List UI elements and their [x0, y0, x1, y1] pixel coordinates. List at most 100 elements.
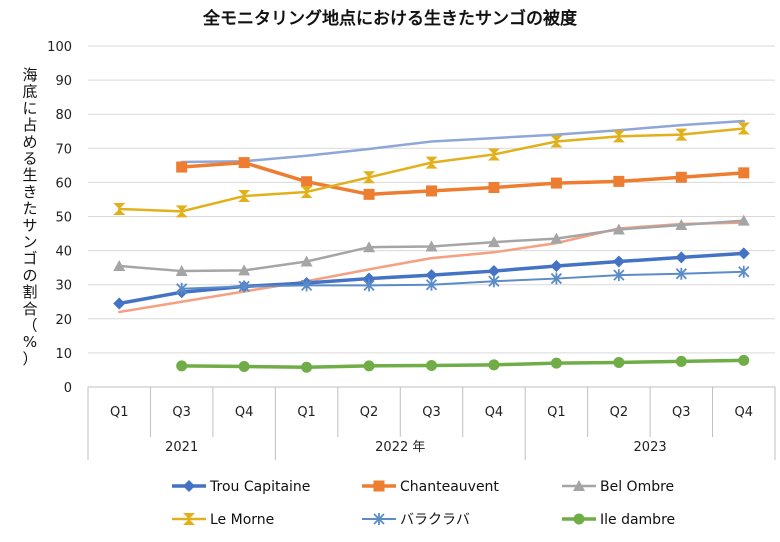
- series-7: [117, 221, 746, 314]
- data-point: [612, 223, 625, 235]
- data-point: [550, 177, 562, 189]
- year-label: 2021: [165, 440, 198, 455]
- data-point: [737, 214, 750, 226]
- x-tick-label: Q1: [547, 405, 566, 420]
- legend-marker: [573, 513, 585, 525]
- data-point: [488, 182, 500, 194]
- data-point: [238, 280, 250, 293]
- data-point: [738, 354, 750, 366]
- data-point: [550, 272, 563, 285]
- data-point: [238, 361, 250, 373]
- x-tick-label: Q4: [735, 405, 754, 420]
- data-point: [550, 259, 563, 272]
- series-2: [113, 214, 750, 277]
- y-tick-label: 0: [64, 381, 72, 396]
- data-point: [550, 135, 563, 148]
- x-tick-label: Q4: [235, 405, 254, 420]
- data-point: [737, 122, 750, 135]
- data-point: [488, 275, 500, 288]
- data-point: [675, 128, 688, 141]
- data-point: [487, 236, 500, 248]
- data-point: [675, 171, 687, 183]
- x-tick-label: Q3: [672, 405, 691, 420]
- series-1: [176, 157, 750, 200]
- y-tick-label: 100: [47, 40, 72, 55]
- y-tick-label: 70: [55, 142, 72, 157]
- series-line: [179, 160, 746, 197]
- legend-marker: [373, 480, 385, 492]
- legend-item: Ile dambre: [562, 512, 675, 528]
- y-tick-label: 20: [55, 313, 72, 328]
- y-tick-label: 80: [55, 108, 72, 123]
- series-lines: [113, 119, 750, 373]
- legend-marker: [373, 513, 385, 525]
- data-point: [363, 241, 376, 253]
- data-point: [488, 359, 500, 371]
- series-line: [179, 358, 746, 369]
- data-point: [675, 251, 688, 264]
- data-point: [238, 190, 251, 203]
- data-point: [425, 240, 438, 252]
- x-tick-label: Q2: [610, 405, 629, 420]
- legend-item: バラクラバ: [362, 512, 470, 528]
- legend-label: Trou Capitaine: [209, 479, 310, 495]
- legend-marker: [183, 480, 195, 492]
- data-point: [613, 269, 625, 282]
- year-label: 2022 年: [375, 440, 425, 455]
- series-0: [113, 247, 750, 310]
- data-point: [113, 297, 126, 310]
- data-point: [613, 175, 625, 187]
- y-tick-label: 30: [55, 279, 72, 294]
- data-point: [487, 265, 500, 278]
- y-tick-label: 40: [55, 245, 72, 260]
- data-point: [738, 167, 750, 179]
- data-point: [613, 356, 625, 368]
- data-point: [301, 361, 313, 373]
- data-point: [425, 278, 438, 291]
- data-point: [300, 255, 313, 267]
- legend: Trou Capitaine Chanteauvent Bel Ombre Le Mo…: [172, 479, 675, 528]
- data-point: [737, 247, 750, 260]
- y-tick-label: 90: [55, 74, 72, 89]
- series-3: [113, 122, 750, 218]
- data-point: [363, 188, 375, 200]
- data-point: [363, 171, 376, 184]
- data-point: [113, 202, 126, 215]
- data-point: [738, 265, 750, 278]
- x-tick-label: Q1: [297, 405, 316, 420]
- grid-lines: [88, 45, 775, 354]
- y-tick-label: 60: [55, 176, 72, 191]
- data-point: [612, 255, 625, 268]
- legend-item: Chanteauvent: [362, 479, 499, 495]
- data-point: [363, 360, 375, 372]
- legend-label: Bel Ombre: [600, 479, 674, 495]
- legend-item: Le Morne: [172, 512, 274, 528]
- legend-label: Ile dambre: [600, 512, 675, 528]
- data-point: [238, 157, 250, 169]
- data-point: [675, 219, 688, 231]
- data-point: [426, 360, 437, 372]
- data-point: [175, 265, 188, 277]
- y-tick-label: 10: [55, 347, 72, 362]
- legend-marker: [183, 513, 195, 525]
- data-point: [550, 232, 563, 244]
- y-axis-label: 海底に占める生きたサンゴの割合（%）: [22, 66, 37, 368]
- series-line: [117, 221, 746, 314]
- data-point: [425, 269, 438, 282]
- series-5: [176, 354, 750, 373]
- series-6: [180, 119, 746, 164]
- data-point: [363, 279, 375, 292]
- data-point: [176, 360, 188, 372]
- axes: 0 10 20 30 40 50 60 70 80 90 100 Q1 Q3 Q4 Q1 Q2 Q3 Q4 Q1 Q2…: [22, 40, 776, 460]
- legend-item: Bel Ombre: [562, 479, 674, 495]
- legend-label: Chanteauvent: [400, 479, 499, 495]
- data-point: [675, 267, 687, 280]
- legend-marker: [573, 480, 585, 491]
- x-tick-label: Q3: [422, 405, 441, 420]
- series-line: [117, 127, 746, 213]
- year-label: 2023: [634, 440, 667, 455]
- legend-label: バラクラバ: [400, 512, 470, 528]
- data-point: [675, 355, 687, 367]
